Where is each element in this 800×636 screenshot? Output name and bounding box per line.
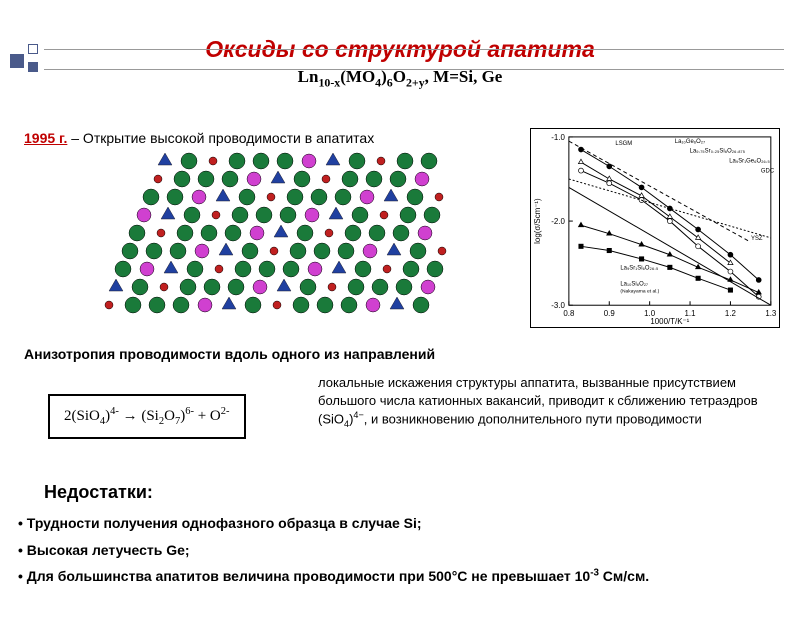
- svg-text:0.8: 0.8: [563, 309, 575, 318]
- svg-text:1.2: 1.2: [725, 309, 736, 318]
- conductivity-graph: 0.80.91.01.11.21.3-3.0-2.0-1.01000/T/K⁻¹…: [530, 128, 780, 328]
- svg-text:1.3: 1.3: [765, 309, 777, 318]
- drawback-item: Трудности получения однофазного образца …: [18, 510, 649, 537]
- svg-text:-2.0: -2.0: [551, 217, 565, 226]
- drawback-item: Высокая летучесть Ge;: [18, 537, 649, 564]
- svg-text:0.9: 0.9: [604, 309, 616, 318]
- svg-text:-3.0: -3.0: [551, 301, 565, 310]
- crystal-structure-diagram: [72, 146, 452, 336]
- svg-text:1000/T/K⁻¹: 1000/T/K⁻¹: [650, 317, 689, 326]
- svg-text:-1.0: -1.0: [551, 133, 565, 142]
- equation-box: 2(SiO4)4- → (Si2O7)6- + O2-: [48, 394, 246, 439]
- drawbacks-list: Трудности получения однофазного образца …: [18, 510, 649, 590]
- drawbacks-heading: Недостатки:: [44, 482, 153, 503]
- svg-text:La₁₀Si₆O₂₇: La₁₀Si₆O₂₇: [620, 281, 648, 287]
- svg-text:La₁₀Ge₆O₂₇: La₁₀Ge₆O₂₇: [675, 139, 705, 145]
- svg-text:La₉Sr₁Si₆O₂₆.₅: La₉Sr₁Si₆O₂₆.₅: [620, 266, 659, 272]
- discovery-year: 1995 г.: [24, 130, 67, 146]
- svg-text:(Nakayama et al.): (Nakayama et al.): [620, 288, 659, 294]
- subtitle-formula: Ln10-x(MO4)6O2+y, M=Si, Ge: [0, 67, 800, 90]
- local-distortion-text: локальные искажения структуры аппатита, …: [318, 374, 778, 430]
- svg-text:La₉.₇₅Sr₀.₂₅Si₆O₂₆.₈₇₅: La₉.₇₅Sr₀.₂₅Si₆O₂₆.₈₇₅: [690, 149, 746, 155]
- anisotropy-text: Анизотропия проводимости вдоль одного из…: [24, 346, 435, 362]
- discovery-line: 1995 г. – Открытие высокой проводимости …: [24, 130, 374, 146]
- svg-text:GDC: GDC: [761, 169, 775, 175]
- discovery-text: – Открытие высокой проводимости в апатит…: [67, 130, 374, 146]
- svg-text:LSGM: LSGM: [615, 141, 632, 147]
- svg-text:YSZ: YSZ: [751, 236, 763, 242]
- svg-text:La₉Sr₁Ge₆O₂₆.₅: La₉Sr₁Ge₆O₂₆.₅: [729, 159, 770, 165]
- drawback-item: Для большинства апатитов величина провод…: [18, 563, 649, 590]
- svg-text:log(σ/Scm⁻¹): log(σ/Scm⁻¹): [533, 198, 542, 244]
